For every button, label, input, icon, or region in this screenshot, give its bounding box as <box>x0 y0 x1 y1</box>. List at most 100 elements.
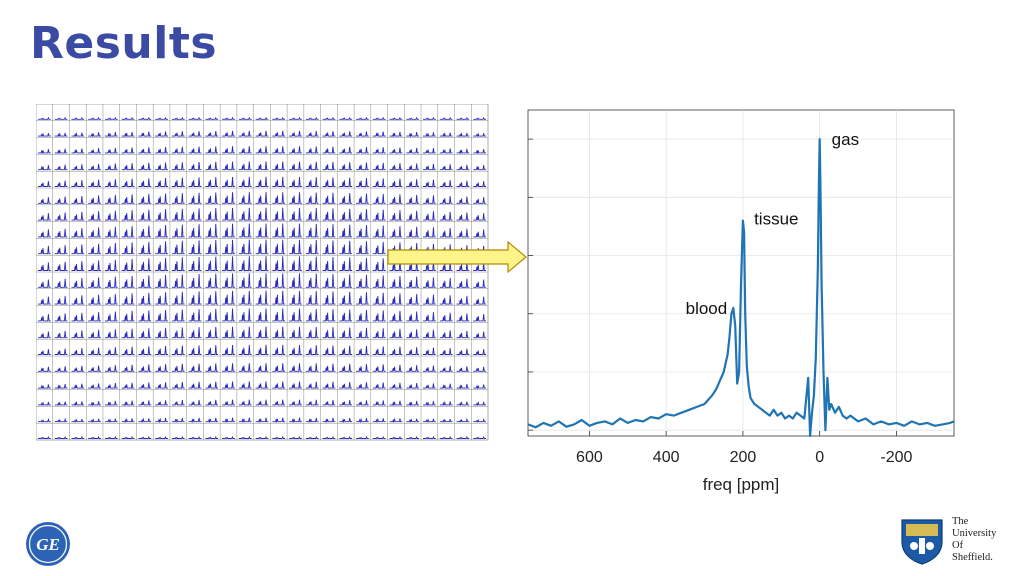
grid-cell-spectrum <box>88 243 101 255</box>
grid-cell-spectrum <box>389 276 403 288</box>
grid-cell-spectrum <box>205 240 219 255</box>
grid-cell-spectrum <box>389 259 403 271</box>
grid-cell-spectrum <box>255 146 269 154</box>
grid-cell-spectrum <box>389 364 403 372</box>
grid-cell-spectrum <box>439 435 453 440</box>
grid-cell-spectrum <box>339 417 353 424</box>
grid-cell-spectrum <box>305 308 319 322</box>
grid-cell-spectrum <box>188 345 202 355</box>
grid-cell-spectrum <box>38 435 51 440</box>
grid-cell-spectrum <box>305 381 319 389</box>
grid-cell-spectrum <box>238 308 252 322</box>
grid-cell-spectrum <box>54 164 68 171</box>
grid-cell-spectrum <box>272 161 286 171</box>
grid-cell-spectrum <box>255 344 269 355</box>
grid-cell-spectrum <box>356 225 369 238</box>
grid-cell-spectrum <box>456 164 470 171</box>
grid-cell-spectrum <box>222 435 235 440</box>
grid-cell-spectrum <box>205 273 219 288</box>
grid-cell-spectrum <box>389 346 403 355</box>
grid-cell-spectrum <box>138 147 152 154</box>
grid-cell-spectrum <box>238 192 252 204</box>
grid-cell-spectrum <box>205 363 219 372</box>
grid-cell-spectrum <box>222 207 235 221</box>
grid-cell-spectrum <box>456 228 470 238</box>
grid-cell-spectrum <box>473 417 486 423</box>
grid-cell-spectrum <box>356 435 369 440</box>
grid-cell-spectrum <box>255 363 269 372</box>
grid-cell-spectrum <box>188 363 202 372</box>
grid-cell-spectrum <box>272 435 286 440</box>
grid-cell-spectrum <box>222 381 235 389</box>
grid-cell-spectrum <box>322 345 336 355</box>
grid-cell-spectrum <box>155 162 168 171</box>
grid-cell-spectrum <box>423 383 436 389</box>
grid-cell-spectrum <box>289 256 302 271</box>
grid-cell-spectrum <box>339 146 353 154</box>
grid-cell-spectrum <box>38 245 51 255</box>
x-tick-label: 400 <box>653 449 680 466</box>
grid-cell-spectrum <box>104 293 118 305</box>
grid-cell-spectrum <box>339 363 353 372</box>
grid-cell-spectrum <box>138 292 152 305</box>
grid-cell-spectrum <box>322 192 336 204</box>
grid-cell-spectrum <box>389 417 403 424</box>
grid-cell-spectrum <box>54 313 68 322</box>
grid-cell-spectrum <box>456 330 470 339</box>
spectrum-line <box>527 137 955 438</box>
grid-cell-spectrum <box>372 346 386 355</box>
grid-cell-spectrum <box>456 180 470 187</box>
grid-cell-spectrum <box>406 383 420 389</box>
grid-cell-spectrum <box>38 331 51 339</box>
grid-cell-spectrum <box>188 240 202 255</box>
grid-cell-spectrum <box>255 207 269 221</box>
grid-cell-spectrum <box>356 327 369 339</box>
grid-cell-spectrum <box>155 364 168 372</box>
grid-cell-spectrum <box>88 179 101 187</box>
grid-cell-spectrum <box>238 381 252 389</box>
grid-cell-spectrum <box>473 401 486 407</box>
grid-cell-spectrum <box>423 312 436 322</box>
grid-cell-spectrum <box>322 224 336 238</box>
grid-cell-spectrum <box>104 383 118 389</box>
grid-cell-spectrum <box>389 400 403 407</box>
grid-cell-spectrum <box>138 310 152 322</box>
grid-cell-spectrum <box>88 329 101 339</box>
grid-cell-spectrum <box>406 132 420 138</box>
grid-cell-spectrum <box>473 384 486 390</box>
grid-cell-spectrum <box>406 311 420 322</box>
grid-cell-spectrum <box>272 290 286 305</box>
grid-cell-spectrum <box>305 417 319 424</box>
grid-cell-spectrum <box>155 417 168 424</box>
grid-cell-spectrum <box>205 417 219 424</box>
grid-cell-spectrum <box>456 278 470 288</box>
grid-cell-spectrum <box>205 256 219 271</box>
grid-cell-spectrum <box>54 348 68 355</box>
grid-cell-spectrum <box>38 313 51 322</box>
grid-cell-spectrum <box>138 209 152 221</box>
grid-cell-spectrum <box>171 381 185 389</box>
grid-cell-spectrum <box>138 382 152 389</box>
grid-cell-spectrum <box>54 212 68 221</box>
grid-cell-spectrum <box>423 148 436 154</box>
grid-cell-spectrum <box>339 193 353 204</box>
grid-cell-spectrum <box>188 291 202 305</box>
grid-cell-spectrum <box>423 329 436 339</box>
grid-cell-spectrum <box>138 346 152 355</box>
grid-cell-spectrum <box>272 308 286 322</box>
grid-cell-spectrum <box>121 382 135 389</box>
grid-cell-spectrum <box>389 310 403 322</box>
grid-cell-spectrum <box>222 290 235 305</box>
grid-cell-spectrum <box>104 435 118 440</box>
grid-cell-spectrum <box>423 294 436 305</box>
grid-cell-spectrum <box>305 130 319 137</box>
grid-cell-spectrum <box>121 259 135 271</box>
grid-cell-spectrum <box>272 326 286 339</box>
grid-cell-spectrum <box>473 262 486 271</box>
grid-cell-spectrum <box>205 208 219 221</box>
grid-cell-spectrum <box>255 435 269 440</box>
grid-cell-spectrum <box>339 327 353 339</box>
grid-cell-spectrum <box>406 226 420 238</box>
grid-cell-spectrum <box>255 256 269 271</box>
grid-cell-spectrum <box>255 239 269 255</box>
